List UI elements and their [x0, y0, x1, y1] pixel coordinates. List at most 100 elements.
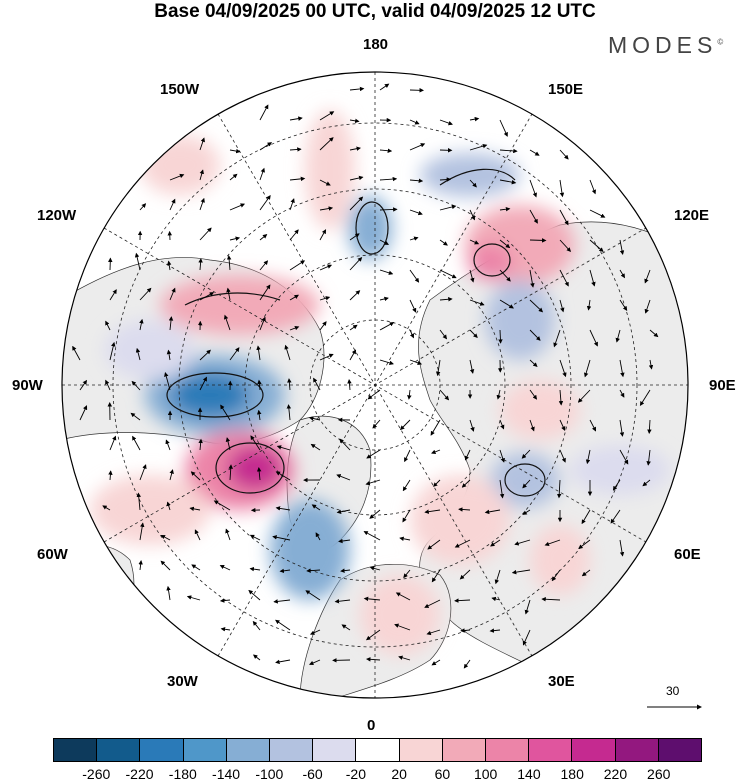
wind-vector — [469, 239, 480, 245]
wind-vector — [469, 299, 485, 306]
wind-vector — [556, 479, 562, 499]
wind-vector — [498, 329, 503, 344]
map-title: Base 04/09/2025 00 UTC, valid 04/09/2025… — [154, 1, 596, 22]
wind-vector — [102, 505, 111, 511]
wind-vector — [379, 296, 389, 302]
wind-vector — [289, 260, 306, 271]
wind-vector — [379, 359, 394, 366]
wind-vector — [439, 119, 453, 126]
lon-label-150e: 150E — [548, 81, 584, 98]
wind-vector — [229, 203, 246, 211]
wind-vector — [256, 409, 262, 421]
wind-vector — [409, 359, 423, 365]
wind-vector — [559, 419, 566, 432]
wind-vector — [619, 449, 629, 465]
wind-vector — [308, 659, 321, 666]
wind-vector — [499, 299, 514, 309]
wind-vector — [191, 564, 201, 571]
wind-vector — [259, 234, 268, 241]
colorbar-tick-label: -260 — [82, 766, 111, 782]
wind-vector — [439, 296, 453, 302]
wind-vector — [469, 116, 480, 122]
wind-vector — [524, 599, 531, 615]
wind-vector — [190, 471, 201, 481]
wind-vector — [309, 629, 321, 635]
lon-label-180: 180 — [363, 36, 389, 53]
wind-vector — [559, 449, 566, 463]
lon-label-120w: 120W — [37, 207, 77, 224]
wind-vector — [581, 569, 591, 577]
lon-label-0: 0 — [367, 717, 376, 734]
wind-vector — [276, 445, 291, 451]
wind-vector — [484, 509, 501, 515]
wind-vector — [469, 143, 488, 151]
wind-vector — [289, 325, 300, 331]
wind-vector — [186, 595, 201, 601]
wind-vector — [439, 239, 448, 246]
colorbar-tick-label: 20 — [391, 766, 407, 782]
wind-vector — [319, 296, 331, 301]
wind-vector — [529, 209, 538, 224]
south-america-land — [62, 544, 135, 645]
wind-vector — [589, 269, 596, 287]
wind-vector — [365, 479, 381, 486]
wind-vector — [226, 255, 232, 271]
wind-vector — [319, 179, 331, 186]
wind-vector — [372, 419, 381, 429]
wind-vector — [379, 269, 394, 275]
wind-vector — [469, 359, 475, 374]
wind-vector — [439, 329, 448, 340]
wind-vector — [581, 509, 591, 525]
wind-vector — [220, 627, 231, 632]
wind-vector — [469, 329, 478, 339]
wind-vector — [336, 509, 351, 515]
wind-vector — [586, 299, 592, 311]
modes-logo: MODES© — [608, 32, 723, 59]
wind-vector — [365, 629, 381, 641]
lon-label-90w: 90W — [12, 377, 43, 394]
wind-vector — [529, 149, 540, 156]
colorbar-swatch — [97, 739, 141, 761]
colorbar-tick-label: 260 — [647, 766, 671, 782]
wind-vector — [228, 464, 234, 481]
wind-vector — [279, 568, 291, 574]
wind-vector — [223, 314, 231, 331]
wind-vector — [369, 509, 381, 519]
wind-vector — [514, 539, 531, 546]
wind-vector — [249, 534, 261, 541]
wind-vector — [639, 389, 651, 406]
wind-vector — [198, 258, 203, 271]
wind-vector — [619, 239, 625, 255]
wind-vector — [499, 269, 511, 282]
colorbar — [53, 738, 702, 762]
wind-vector — [553, 329, 561, 348]
colorbar-swatch — [313, 739, 357, 761]
lon-label-30w: 30W — [167, 673, 198, 690]
wind-vector — [166, 501, 171, 511]
wind-vector — [250, 435, 261, 451]
wind-vector — [226, 287, 231, 301]
wind-vector — [610, 509, 621, 524]
wind-vector — [229, 148, 241, 154]
wind-vector — [541, 597, 561, 602]
wind-vector — [166, 260, 172, 271]
wind-vector — [409, 329, 415, 339]
wind-vector — [529, 238, 547, 243]
wind-vector — [511, 569, 531, 575]
wind-vector — [347, 379, 352, 391]
wind-vector — [499, 479, 505, 499]
wind-vector — [529, 359, 538, 368]
wind-vector — [311, 504, 321, 511]
wind-vector — [494, 569, 501, 585]
wind-vector — [286, 404, 292, 421]
wind-vector — [439, 204, 457, 211]
wind-vector — [160, 560, 171, 571]
wind-vector — [259, 167, 265, 181]
wind-vector — [615, 329, 621, 343]
wind-vector — [305, 590, 321, 601]
wind-vector — [409, 178, 424, 184]
wind-vector — [399, 536, 411, 541]
wind-vector — [259, 104, 269, 121]
colorbar-tick-label: 180 — [560, 766, 584, 782]
wind-vector — [306, 568, 321, 573]
